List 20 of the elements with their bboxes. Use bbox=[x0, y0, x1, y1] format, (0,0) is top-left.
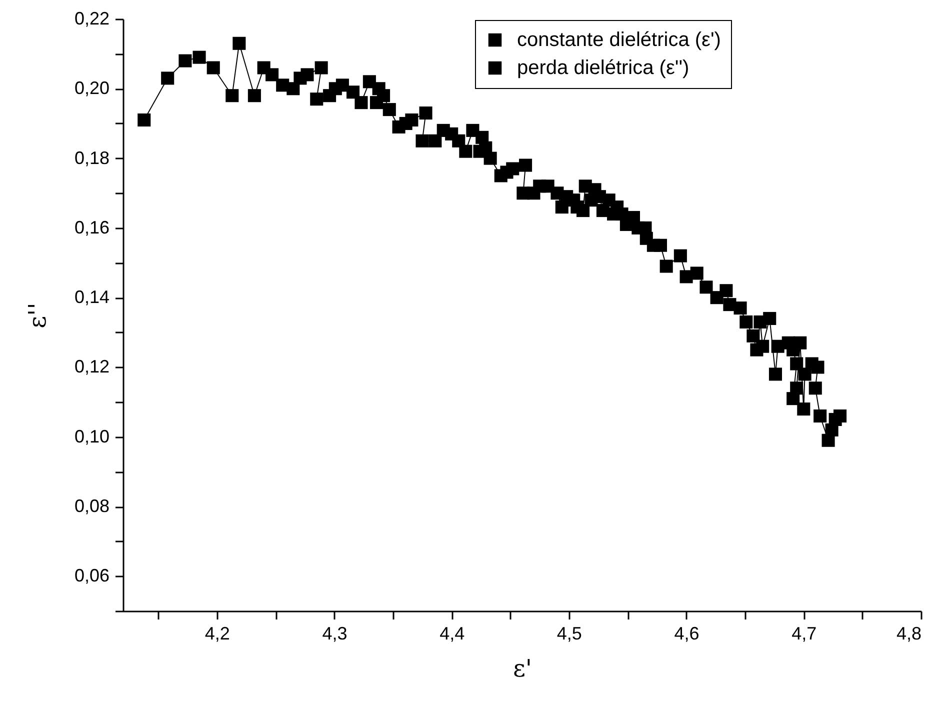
y-tick-label: 0,08 bbox=[74, 496, 110, 516]
y-tick-label: 0,18 bbox=[74, 148, 110, 168]
x-tick-label: 4,6 bbox=[674, 624, 700, 644]
x-tick-label: 4,2 bbox=[204, 624, 230, 644]
legend-label: constante dielétrica (ε') bbox=[517, 29, 721, 51]
x-tick-label: 4,4 bbox=[440, 624, 465, 644]
y-tick-label: 0,14 bbox=[74, 287, 110, 308]
y-tick-label: 0,22 bbox=[74, 8, 110, 28]
y-axis-title: ε'' bbox=[23, 302, 52, 328]
y-tick-label: 0,20 bbox=[74, 78, 110, 98]
y-tick-label: 0,12 bbox=[74, 356, 110, 377]
x-tick-label: 4,5 bbox=[556, 624, 582, 644]
x-tick-label: 4,8 bbox=[896, 624, 922, 644]
y-tick-label: 0,06 bbox=[74, 566, 110, 586]
x-tick-label: 4,7 bbox=[792, 624, 817, 644]
y-tick-label: 0,16 bbox=[74, 217, 110, 238]
x-axis-title: ε' bbox=[512, 654, 532, 682]
x-tick-label: 4,3 bbox=[322, 624, 348, 644]
y-tick-label: 0,10 bbox=[74, 426, 110, 446]
legend-label: perda dielétrica (ε'') bbox=[517, 57, 690, 79]
